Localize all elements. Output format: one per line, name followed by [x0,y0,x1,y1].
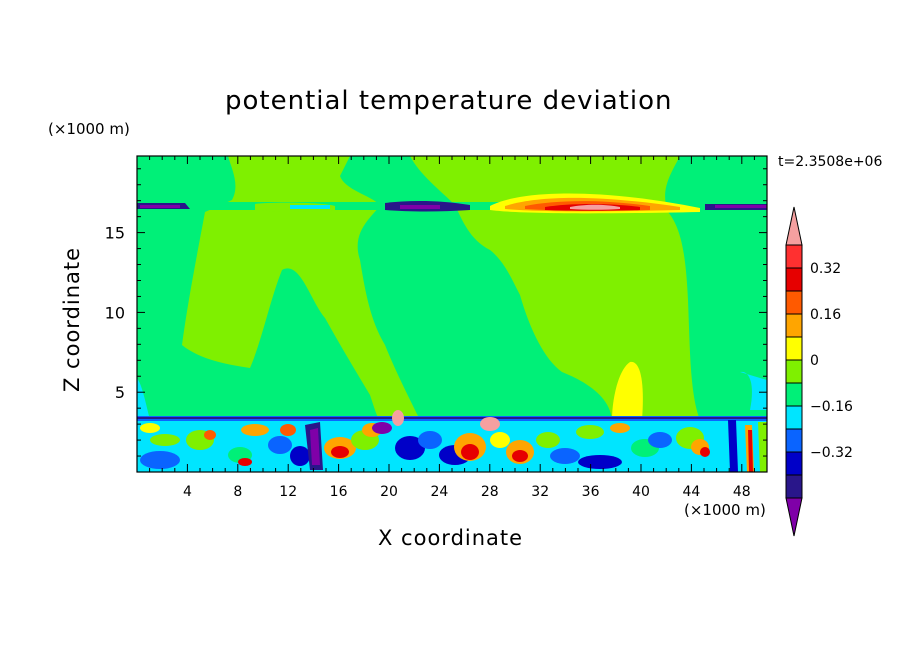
chart-title: potential temperature deviation [225,86,673,116]
colorbar-segment [785,451,803,476]
x-tick-label: 4 [183,484,192,500]
x-tick-label: 28 [481,484,499,500]
colorbar-segment [785,290,803,315]
boundary-layer-cells [140,410,767,472]
positive-region [410,156,700,420]
colorbar-segment [785,428,803,453]
colorbar-segment [785,336,803,361]
colorbar-arrow-top [785,206,803,246]
x-tick-label: 48 [733,484,751,500]
y-tick-label: 15 [105,224,125,243]
colorbar-segment [785,267,803,292]
colorbar-tick-label: 0.32 [810,261,841,277]
x-tick-label: 20 [380,484,398,500]
positive-region [182,156,420,420]
x-tick-label: 40 [632,484,650,500]
colorbar-arrow-bottom [785,497,803,537]
x-axis-label: X coordinate [378,526,524,550]
colorbar-segment [785,382,803,407]
colorbar-tick-label: −0.16 [810,399,853,415]
x-tick-label: 36 [582,484,600,500]
y-axis-ticks: 5 10 15 [105,168,767,457]
colorbar-tick-label: 0 [810,353,819,369]
z-axis-unit: (×1000 m) [48,120,130,138]
contour-field [137,156,767,472]
colorbar-segment [785,244,803,269]
x-tick-label: 8 [233,484,242,500]
colorbar-tick-label: 0.16 [810,307,841,323]
x-tick-label: 12 [279,484,297,500]
x-tick-label: 16 [330,484,348,500]
y-tick-label: 5 [115,383,125,402]
colorbar-segment [785,313,803,338]
x-axis-unit: (×1000 m) [684,501,766,519]
colorbar-segment [785,405,803,430]
x-tick-label: 32 [531,484,549,500]
x-tick-label: 24 [430,484,448,500]
time-label: t=2.3508e+06 [778,154,883,170]
y-tick-label: 10 [105,303,125,322]
colorbar-segment [785,474,803,499]
colorbar: 0.32 0.16 0 −0.16 −0.32 [785,206,853,537]
colorbar-tick-label: −0.32 [810,445,853,461]
colorbar-segment [785,359,803,384]
negative-region [292,370,320,420]
x-tick-label: 44 [682,484,700,500]
x-axis-ticks: 4 8 12 16 20 24 28 32 36 40 44 48 [149,156,755,500]
